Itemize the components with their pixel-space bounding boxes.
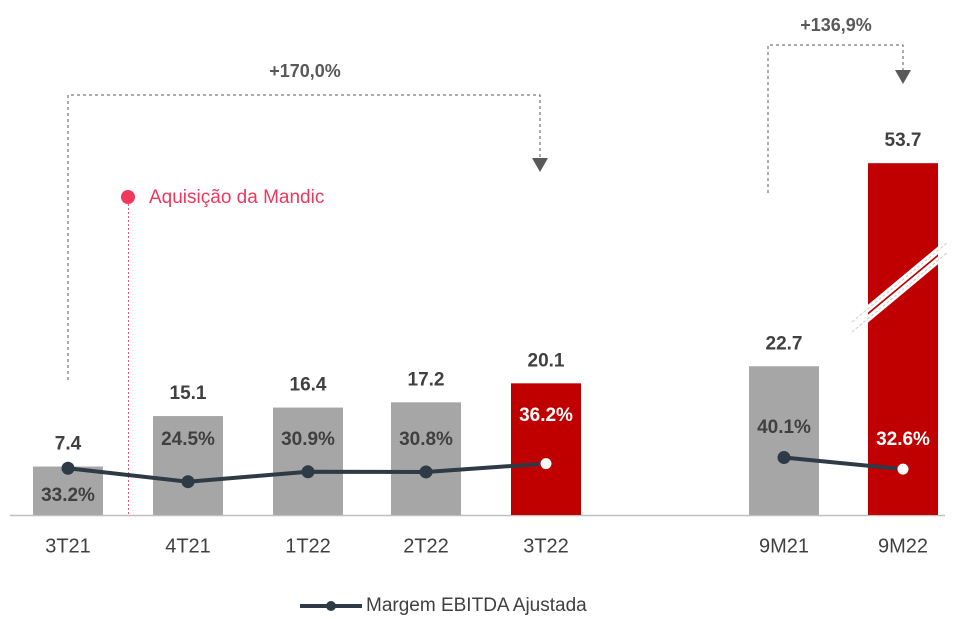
line — [783, 455, 904, 472]
margin-label: 30.8% — [399, 429, 453, 450]
x-tick-label: 1T22 — [285, 535, 331, 557]
bar — [511, 383, 581, 515]
margin-label: 30.9% — [281, 429, 335, 450]
value-label: 15.1 — [170, 383, 207, 404]
line-marker — [539, 457, 553, 471]
value-label: 53.7 — [885, 130, 922, 151]
line-marker — [301, 465, 315, 479]
bracket — [767, 44, 904, 193]
margin-label: 33.2% — [41, 485, 95, 506]
legend-label: Margem EBITDA Ajustada — [366, 595, 587, 616]
bar — [868, 163, 938, 515]
margin-label: 32.6% — [876, 429, 930, 450]
annotation: +170,0% — [269, 61, 341, 81]
event-marker — [121, 190, 135, 204]
x-tick-label: 3T21 — [45, 535, 91, 557]
x-tick-label: 3T22 — [523, 535, 569, 557]
value-label: 7.4 — [55, 434, 82, 455]
axis-break — [851, 241, 949, 323]
annotation: +136,9% — [800, 15, 872, 35]
value-label: 16.4 — [290, 375, 327, 396]
margin-label: 24.5% — [161, 429, 215, 450]
legend-marker — [326, 601, 336, 611]
x-tick-label: 2T22 — [403, 535, 449, 557]
x-tick-label: 9M22 — [878, 535, 928, 557]
arrow — [532, 158, 548, 172]
bracket — [67, 94, 541, 380]
arrow — [895, 70, 911, 84]
bar — [391, 402, 461, 515]
margin-label: 40.1% — [757, 417, 811, 438]
bars — [33, 163, 938, 515]
bar — [153, 416, 223, 515]
bar — [749, 366, 819, 515]
bar — [273, 407, 343, 515]
value-label: 17.2 — [408, 369, 445, 390]
x-tick-label: 4T21 — [165, 535, 211, 557]
line-marker — [419, 465, 433, 479]
value-label: 22.7 — [766, 333, 803, 354]
annotation: Aquisição da Mandic — [149, 187, 324, 208]
line-marker — [181, 475, 195, 489]
value-label: 20.1 — [528, 350, 565, 371]
margin-label: 36.2% — [519, 405, 573, 426]
axis-break — [851, 251, 949, 333]
line-marker — [61, 461, 75, 475]
x-tick-label: 9M21 — [759, 535, 809, 557]
line-marker — [777, 451, 791, 465]
line-marker — [896, 462, 910, 476]
